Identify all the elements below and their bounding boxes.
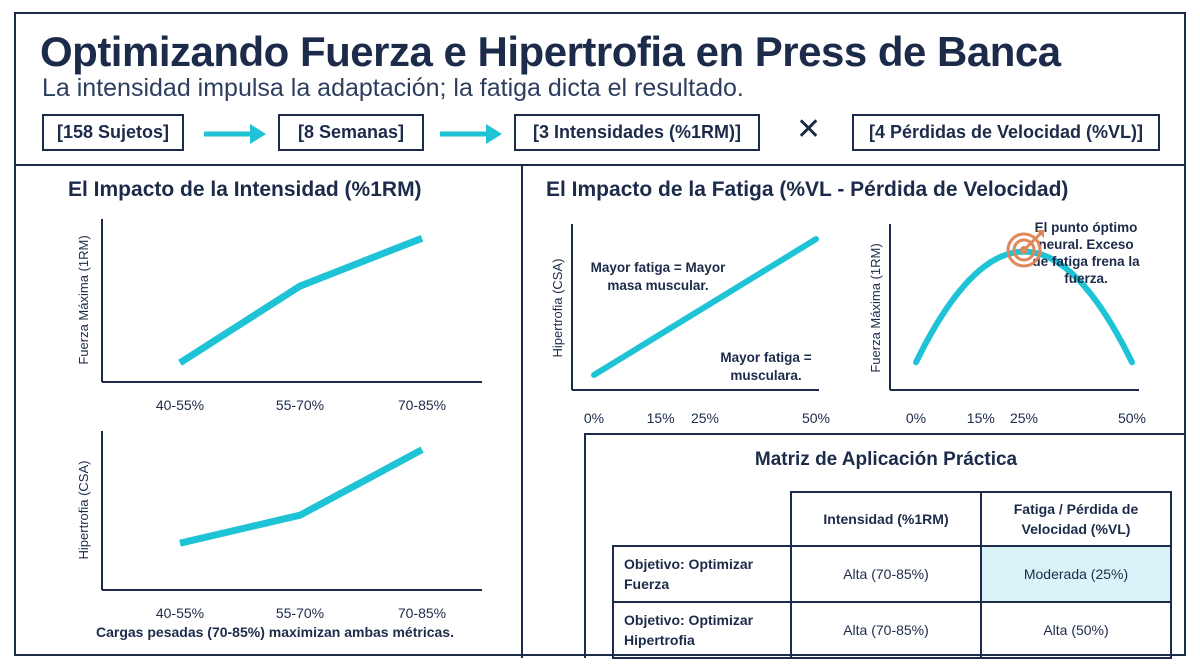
col-header-intensity: Intensidad (%1RM) [790, 491, 982, 547]
annotation-4: fuerza. [1064, 271, 1108, 286]
annotation-2: neural. Exceso [1038, 237, 1133, 252]
y-axis-label: Hipertrofia (CSA) [76, 461, 91, 560]
target-icon [1006, 230, 1044, 268]
annotation-4: musculara. [730, 368, 801, 383]
right-section-title: El Impacto de la Fatiga (%VL - Pérdida d… [546, 178, 1069, 201]
row-label-line1: Objetivo: Optimizar [624, 556, 754, 572]
matrix-title: Matriz de Aplicación Práctica [754, 449, 1018, 470]
page-subtitle: La intensidad impulsa la adaptación; la … [42, 74, 744, 102]
x-tick-label: 50% [1118, 410, 1146, 426]
y-axis-label: Fuerza Máxima (1RM) [76, 235, 91, 364]
cell-hypertrophy-fatigue: Alta (50%) [980, 601, 1172, 659]
intensity-hypertrophy-chart: Hipertrofia (CSA) 40-55% 55-70% 70-85% [76, 431, 482, 621]
x-tick-label: 0% [906, 410, 926, 426]
series-line [179, 446, 424, 547]
row-label-line2: Hipertrofia [624, 632, 695, 648]
y-axis-label: Hipertrofia (CSA) [550, 259, 565, 358]
table-row: Objetivo: Optimizar Fuerza Alta (70-85%)… [612, 545, 1172, 603]
intensity-strength-chart: Fuerza Máxima (1RM) 40-55% 55-70% 70-85% [76, 219, 482, 413]
col-header-fatigue: Fatiga / Pérdida de Velocidad (%VL) [980, 491, 1172, 547]
x-tick-label: 25% [1010, 410, 1038, 426]
fatigue-strength-chart: Fuerza Máxima (1RM) 0% 15% 25% 50% El punto… [868, 220, 1146, 426]
infographic-frame: Optimizando Fuerza e Hipertrofia en Pres… [14, 12, 1186, 659]
page-title: Optimizando Fuerza e Hipertrofia en Pres… [40, 28, 1061, 75]
arrow-right-icon [204, 124, 266, 144]
table-row: Objetivo: Optimizar Hipertrofia Alta (70… [612, 601, 1172, 659]
fatigue-hypertrophy-chart: Hipertrofia (CSA) 0% 15% 25% 50% Mayor fati… [550, 224, 830, 426]
col-header-fatigue-line1: Fatiga / Pérdida de [1013, 501, 1139, 517]
x-tick-label: 15% [647, 410, 675, 426]
cell-strength-fatigue: Moderada (25%) [980, 545, 1172, 603]
section-divider [521, 166, 523, 658]
x-tick-label: 55-70% [276, 397, 324, 413]
cell-strength-intensity: Alta (70-85%) [790, 545, 982, 603]
series-line [591, 236, 819, 378]
flow-weeks: [8 Semanas] [278, 114, 424, 151]
x-tick-label: 0% [584, 410, 604, 426]
practice-matrix: Matriz de Aplicación Práctica Intensidad… [584, 433, 1184, 659]
x-tick-label: 70-85% [398, 605, 446, 621]
row-label-hypertrophy: Objetivo: Optimizar Hipertrofia [612, 601, 792, 659]
row-label-strength: Objetivo: Optimizar Fuerza [612, 545, 792, 603]
left-caption: Cargas pesadas (70-85%) maximizan ambas … [96, 624, 454, 640]
annotation-1: Mayor fatiga = Mayor [591, 260, 726, 275]
times-icon: ✕ [796, 113, 822, 146]
annotation-1: El punto óptimo [1035, 220, 1138, 235]
annotation-2: masa muscular. [607, 278, 708, 293]
x-tick-label: 40-55% [156, 397, 204, 413]
x-tick-label: 70-85% [398, 397, 446, 413]
series-line [178, 234, 424, 366]
x-tick-label: 25% [691, 410, 719, 426]
row-label-line2: Fuerza [624, 576, 670, 592]
annotation-3: Mayor fatiga = [720, 350, 811, 365]
flow-subjects: [158 Sujetos] [42, 114, 184, 151]
cell-hypertrophy-intensity: Alta (70-85%) [790, 601, 982, 659]
flow-intensities: [3 Intensidades (%1RM)] [514, 114, 760, 151]
col-header-fatigue-line2: Velocidad (%VL) [1021, 521, 1131, 537]
arrow-right-icon [440, 124, 502, 144]
x-tick-label: 15% [967, 410, 995, 426]
header: Optimizando Fuerza e Hipertrofia en Pres… [16, 14, 1184, 166]
matrix-corner [613, 492, 792, 547]
matrix-table: Intensidad (%1RM) Fatiga / Pérdida de Ve… [612, 491, 1172, 659]
x-tick-label: 40-55% [156, 605, 204, 621]
row-label-line1: Objetivo: Optimizar [624, 612, 754, 628]
x-tick-label: 50% [802, 410, 830, 426]
left-section-title: El Impacto de la Intensidad (%1RM) [68, 178, 422, 201]
flow-velocity-losses: [4 Pérdidas de Velocidad (%VL)] [852, 114, 1160, 151]
x-tick-label: 55-70% [276, 605, 324, 621]
y-axis-label: Fuerza Máxima (1RM) [868, 243, 883, 372]
annotation-3: de fatiga frena la [1032, 254, 1140, 269]
